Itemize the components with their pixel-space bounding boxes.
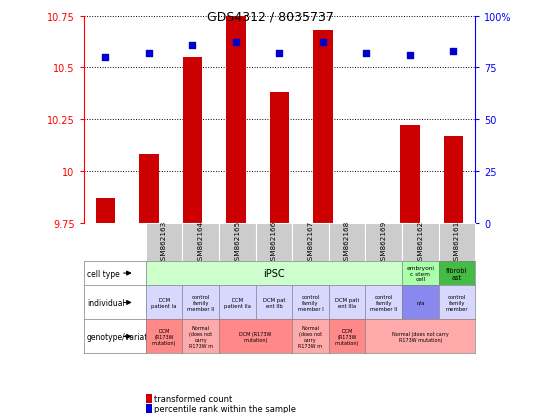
Point (232, 40, 240, 47)
Point (275, 50, 284, 57)
Point (449, 48, 458, 55)
Text: cell type: cell type (87, 269, 119, 278)
Bar (226, 17, 246, 223)
Text: DCM (R173W
mutation): DCM (R173W mutation) (239, 331, 272, 342)
Point (188, 42, 197, 49)
Text: GDS4312 / 8035737: GDS4312 / 8035737 (207, 10, 333, 23)
Point (101, 55, 110, 61)
Text: GSM862165: GSM862165 (234, 220, 240, 264)
Text: genotype/variation: genotype/variation (87, 332, 160, 341)
Text: DCM
(R173W
mutation): DCM (R173W mutation) (335, 328, 359, 345)
Text: GSM862168: GSM862168 (344, 220, 350, 264)
Text: DCM pati
ent IIIa: DCM pati ent IIIa (335, 297, 359, 308)
Bar (313, 31, 333, 223)
Text: embryoni
c stem
cell: embryoni c stem cell (406, 265, 434, 282)
Text: DCM
patient IIa: DCM patient IIa (224, 297, 251, 308)
Text: control
family
member II: control family member II (187, 294, 214, 311)
Text: Normal
(does not
carry
R173W m: Normal (does not carry R173W m (188, 325, 213, 348)
Text: DCM pat
ent IIb: DCM pat ent IIb (262, 297, 285, 308)
Text: fibrobl
ast: fibrobl ast (446, 267, 468, 280)
Text: GSM862162: GSM862162 (417, 220, 423, 264)
Text: percentile rank within the sample: percentile rank within the sample (154, 404, 296, 413)
Text: Normal
(does not
carry
R173W m: Normal (does not carry R173W m (299, 325, 322, 348)
Text: control
family
member II: control family member II (370, 294, 397, 311)
Bar (96, 198, 115, 223)
Point (319, 40, 327, 47)
Text: n/a: n/a (416, 300, 424, 305)
Text: control
family
member I: control family member I (298, 294, 323, 311)
Bar (444, 136, 463, 223)
Text: GSM862169: GSM862169 (381, 220, 387, 264)
Text: individual: individual (87, 298, 125, 307)
Point (406, 52, 414, 59)
Text: transformed count: transformed count (154, 394, 233, 403)
Text: control
family
member: control family member (446, 294, 468, 311)
Text: GSM862161: GSM862161 (454, 220, 460, 264)
Text: Normal (does not carry
R173W mutation): Normal (does not carry R173W mutation) (392, 331, 449, 342)
Point (362, 50, 371, 57)
Bar (139, 155, 159, 223)
Text: DCM
(R173W
mutation): DCM (R173W mutation) (152, 328, 176, 345)
Text: GSM862164: GSM862164 (198, 220, 204, 264)
Text: GSM862163: GSM862163 (161, 220, 167, 264)
Text: DCM
patient Ia: DCM patient Ia (151, 297, 177, 308)
Text: GSM862167: GSM862167 (307, 220, 314, 264)
Point (145, 50, 153, 57)
Bar (183, 58, 202, 223)
Bar (269, 93, 289, 223)
Text: iPSC: iPSC (263, 268, 285, 278)
Text: GSM862166: GSM862166 (271, 220, 277, 264)
Bar (400, 126, 420, 223)
